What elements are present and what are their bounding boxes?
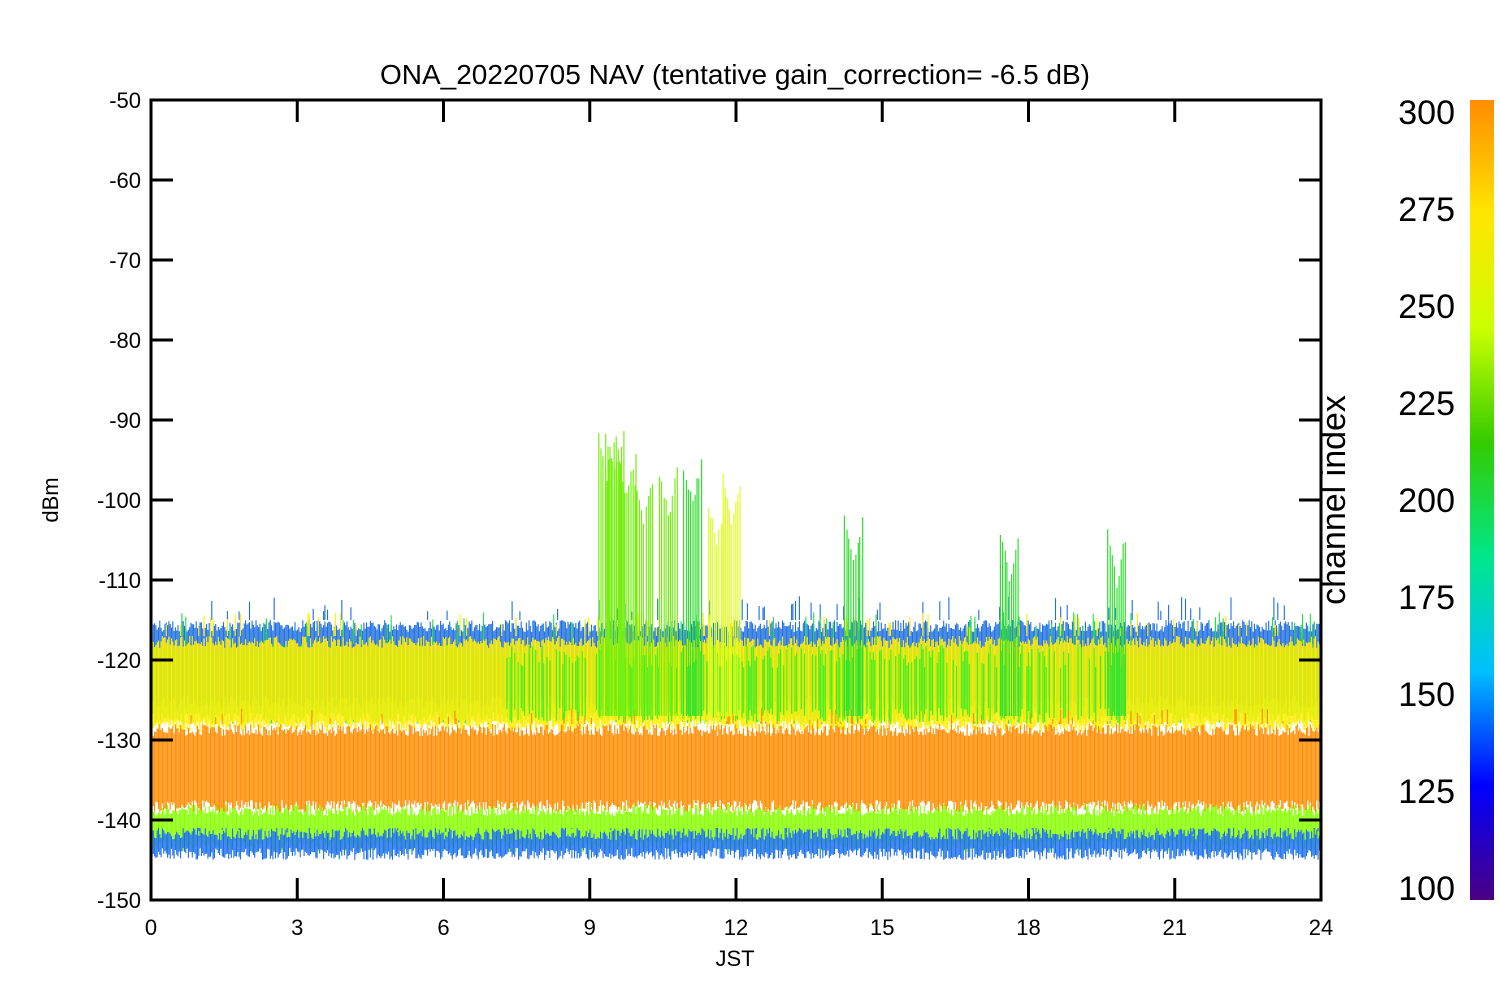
peak-event-4 <box>658 467 678 716</box>
colorbar-tick-label: 175 <box>1398 579 1455 617</box>
x-axis: 0 3 6 9 12 15 18 21 24 <box>145 100 1333 940</box>
y-axis-label: dBm <box>38 477 63 522</box>
peak-event-1 <box>605 431 625 716</box>
daytime-activity <box>506 431 1126 724</box>
chart-title: ONA_20220705 NAV (tentative gain_correct… <box>380 59 1090 90</box>
y-tick-label: -140 <box>97 808 141 833</box>
y-tick-label: -120 <box>97 648 141 673</box>
peak-event-7 <box>722 473 741 716</box>
plot-area <box>151 431 1320 860</box>
colorbar-tick-label: 100 <box>1398 870 1455 908</box>
colorbar-tick-label: 200 <box>1398 482 1455 520</box>
y-tick-label: -110 <box>99 568 141 593</box>
peak-event-5 <box>683 459 703 716</box>
x-tick-label: 3 <box>291 915 303 940</box>
x-tick-label: 18 <box>1016 915 1040 940</box>
y-tick-label: -100 <box>97 488 141 513</box>
y-tick-label: -50 <box>109 88 141 113</box>
y-tick-label: -70 <box>109 248 141 273</box>
colorbar-label: channel index <box>1315 395 1353 605</box>
x-tick-label: 9 <box>584 915 596 940</box>
colorbar-tick-label: 125 <box>1398 773 1455 811</box>
colorbar-tick-label: 225 <box>1398 385 1455 423</box>
x-tick-label: 21 <box>1163 915 1187 940</box>
colorbar-ticks: 300 275 250 225 200 175 150 125 100 <box>1398 94 1455 908</box>
x-tick-label: 6 <box>437 915 449 940</box>
y-axis: -50 -60 -70 -80 -90 -100 -110 -120 -130 -140 -150 <box>97 88 1321 913</box>
x-tick-label: 15 <box>870 915 894 940</box>
y-tick-label: -150 <box>97 888 141 913</box>
colorbar-tick-label: 300 <box>1398 94 1455 132</box>
colorbar-tick-label: 250 <box>1398 288 1455 326</box>
peak-event-8 <box>843 515 864 716</box>
peak-event-10 <box>1107 529 1126 716</box>
y-tick-label: -90 <box>109 408 141 433</box>
colorbar <box>1470 100 1494 900</box>
colorbar-tick-label: 150 <box>1398 676 1455 714</box>
peak-event-3 <box>634 483 654 716</box>
peak-event-2 <box>617 449 637 716</box>
peak-event-9 <box>999 535 1019 716</box>
x-tick-label: 24 <box>1309 915 1333 940</box>
y-tick-label: -60 <box>109 168 141 193</box>
y-tick-label: -130 <box>97 728 141 753</box>
x-tick-label: 12 <box>724 915 748 940</box>
colorbar-tick-label: 275 <box>1398 191 1455 229</box>
y-tick-label: -80 <box>109 328 141 353</box>
activity-trace <box>506 644 1126 724</box>
x-tick-label: 0 <box>145 915 157 940</box>
x-axis-label: JST <box>715 946 754 971</box>
